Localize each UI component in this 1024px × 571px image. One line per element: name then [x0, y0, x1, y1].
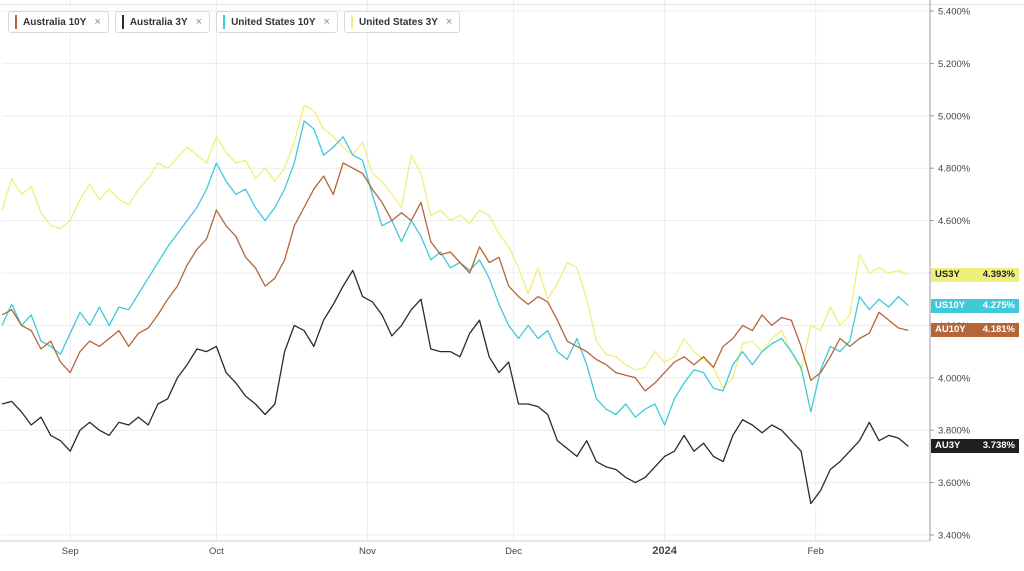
badge-value: 3.738% [982, 440, 1015, 452]
badge-value: 4.393% [982, 268, 1015, 280]
legend-swatch [350, 15, 353, 29]
series-line-united-states-10y[interactable] [1, 120, 909, 426]
series-line-australia-10y[interactable] [1, 162, 909, 392]
y-tick-label: 4.000% [938, 373, 971, 384]
close-icon[interactable]: × [445, 16, 453, 28]
last-value-badge-au3y: AU3Y 3.738% [931, 439, 1019, 454]
badge-value: 4.275% [982, 299, 1015, 311]
legend-swatch [15, 15, 17, 29]
y-tick-label: 3.400% [938, 531, 971, 542]
y-tick-label: 5.400% [938, 7, 971, 18]
last-value-badge-us10y: US10Y 4.275% [931, 298, 1019, 313]
series-line-australia-3y[interactable] [1, 269, 909, 505]
x-tick-label: Oct [209, 546, 224, 557]
legend-label: United States 10Y [231, 16, 316, 28]
badge-code: US3Y [935, 268, 960, 280]
legend-chip-australia-3y[interactable]: Australia 3Y × [114, 11, 211, 33]
y-tick-label: 4.600% [938, 216, 971, 227]
last-value-badge-au10y: AU10Y 4.181% [931, 323, 1019, 338]
badge-code: US10Y [935, 299, 966, 311]
legend-chip-united-states-3y[interactable]: United States 3Y × [343, 11, 461, 33]
series-lines [1, 104, 909, 505]
legend-swatch [121, 15, 124, 29]
legend-label: United States 3Y [358, 16, 438, 28]
badge-code: AU3Y [935, 440, 961, 452]
close-icon[interactable]: × [195, 16, 203, 28]
series-line-united-states-3y[interactable] [1, 104, 909, 389]
y-tick-label: 3.800% [938, 426, 971, 437]
badge-value: 4.181% [982, 324, 1015, 336]
x-axis: Sep Oct Nov Dec 2024 Feb [0, 540, 930, 557]
chart-top-border [0, 0, 1024, 5]
legend-swatch [223, 15, 226, 29]
close-icon[interactable]: × [94, 16, 101, 28]
x-tick-label: 2024 [652, 545, 677, 557]
badge-code: AU10Y [935, 324, 966, 336]
legend-label: Australia 3Y [129, 16, 188, 28]
legend-chip-australia-10y[interactable]: Australia 10Y × [8, 11, 109, 33]
y-tick-label: 5.200% [938, 59, 971, 70]
x-tick-label: Nov [359, 546, 376, 557]
legend: Australia 10Y × Australia 3Y × United States… [8, 11, 461, 33]
y-tick-label: 4.800% [938, 164, 971, 175]
last-value-badge-us3y: US3Y 4.393% [931, 267, 1019, 282]
x-tick-label: Feb [807, 546, 823, 557]
grid-lines [2, 0, 930, 541]
close-icon[interactable]: × [323, 16, 330, 28]
x-tick-label: Dec [505, 546, 522, 557]
y-tick-label: 3.600% [938, 478, 971, 489]
legend-label: Australia 10Y [23, 16, 87, 28]
x-tick-label: Sep [62, 546, 79, 557]
y-tick-label: 5.000% [938, 111, 971, 122]
legend-chip-united-states-10y[interactable]: United States 10Y × [216, 11, 338, 33]
